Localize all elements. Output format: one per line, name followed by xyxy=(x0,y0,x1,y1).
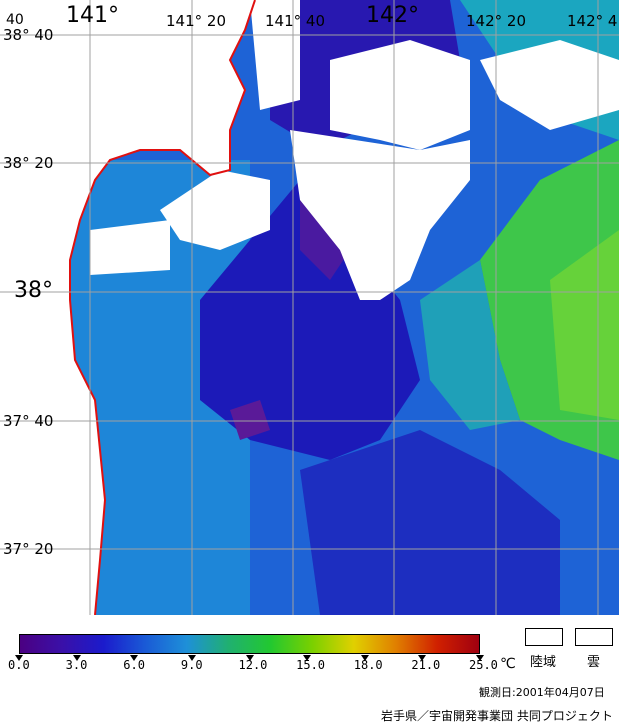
cold-core-region xyxy=(200,180,420,460)
cloud-north xyxy=(330,40,470,150)
sst-map xyxy=(0,0,619,615)
longitude-label: 141° 40 xyxy=(265,12,325,30)
credit-text: 岩手県／宇宙開発事業団 共同プロジェクト xyxy=(381,709,613,723)
legend-panel xyxy=(0,615,619,725)
latitude-label: 37° 40 xyxy=(3,412,54,430)
colorbar-tick-label: 18.0 xyxy=(353,658,383,672)
longitude-label: 141° 20 xyxy=(166,12,226,30)
land-area xyxy=(0,0,255,615)
colorbar-tick-label: 0.0 xyxy=(8,658,30,672)
colorbar-tick-mark xyxy=(360,655,369,661)
cold-south-region xyxy=(300,430,560,615)
colorbar-tick-mark xyxy=(15,655,23,661)
colorbar-tick-label: 3.0 xyxy=(65,658,88,672)
colorbar-tick-label: 6.0 xyxy=(123,658,145,672)
unit-label: ℃ xyxy=(500,656,516,672)
longitude-label: 141° xyxy=(66,3,119,28)
colorbar-tick-mark xyxy=(245,655,254,661)
cloud-west xyxy=(160,170,270,250)
colorbar-tick-mark xyxy=(72,655,81,661)
cloud-east xyxy=(480,40,619,130)
cloud-key-label: 雲 xyxy=(587,655,601,670)
longitude-label: 142° 4 xyxy=(567,12,618,30)
warm-east-core xyxy=(550,230,619,420)
colorbar-tick-label: 15.0 xyxy=(296,658,326,672)
longitude-label: 142° xyxy=(366,3,419,28)
cloud-coast xyxy=(90,220,170,275)
latitude-label: 38° xyxy=(14,278,53,303)
longitude-label: 142° 20 xyxy=(466,12,526,30)
latitude-label: 37° 20 xyxy=(3,540,54,558)
colorbar-tick-mark xyxy=(476,655,484,661)
cloud-mid xyxy=(290,130,470,300)
colorbar-tick-label: 21.0 xyxy=(411,658,441,672)
cloud-key-swatch xyxy=(575,628,613,646)
purple-streak xyxy=(300,200,350,280)
temperature-colorbar xyxy=(19,634,480,654)
colorbar-tick-mark xyxy=(187,655,196,661)
graticule xyxy=(0,0,619,615)
colorbar-tick-mark xyxy=(303,655,312,661)
land-key-swatch xyxy=(525,628,563,646)
latitude-label: 38° 40 xyxy=(3,26,54,44)
cloud-north-west xyxy=(250,0,300,110)
purple-streak-2 xyxy=(230,400,270,440)
colorbar-tick-label: 12.0 xyxy=(238,658,268,672)
colorbar-tick-mark xyxy=(130,655,139,661)
observation-date: 観測日:2001年04月07日 xyxy=(479,686,605,699)
longitude-label: 40 xyxy=(6,12,24,28)
coastline xyxy=(69,0,256,615)
land-key-label: 陸域 xyxy=(530,655,557,670)
latitude-label: 38° 20 xyxy=(3,154,54,172)
colorbar-tick-mark xyxy=(418,655,427,661)
transition-east xyxy=(420,260,520,430)
colorbar-tick-label: 25.0 xyxy=(469,658,498,672)
colorbar-tick-label: 9.0 xyxy=(180,658,203,672)
